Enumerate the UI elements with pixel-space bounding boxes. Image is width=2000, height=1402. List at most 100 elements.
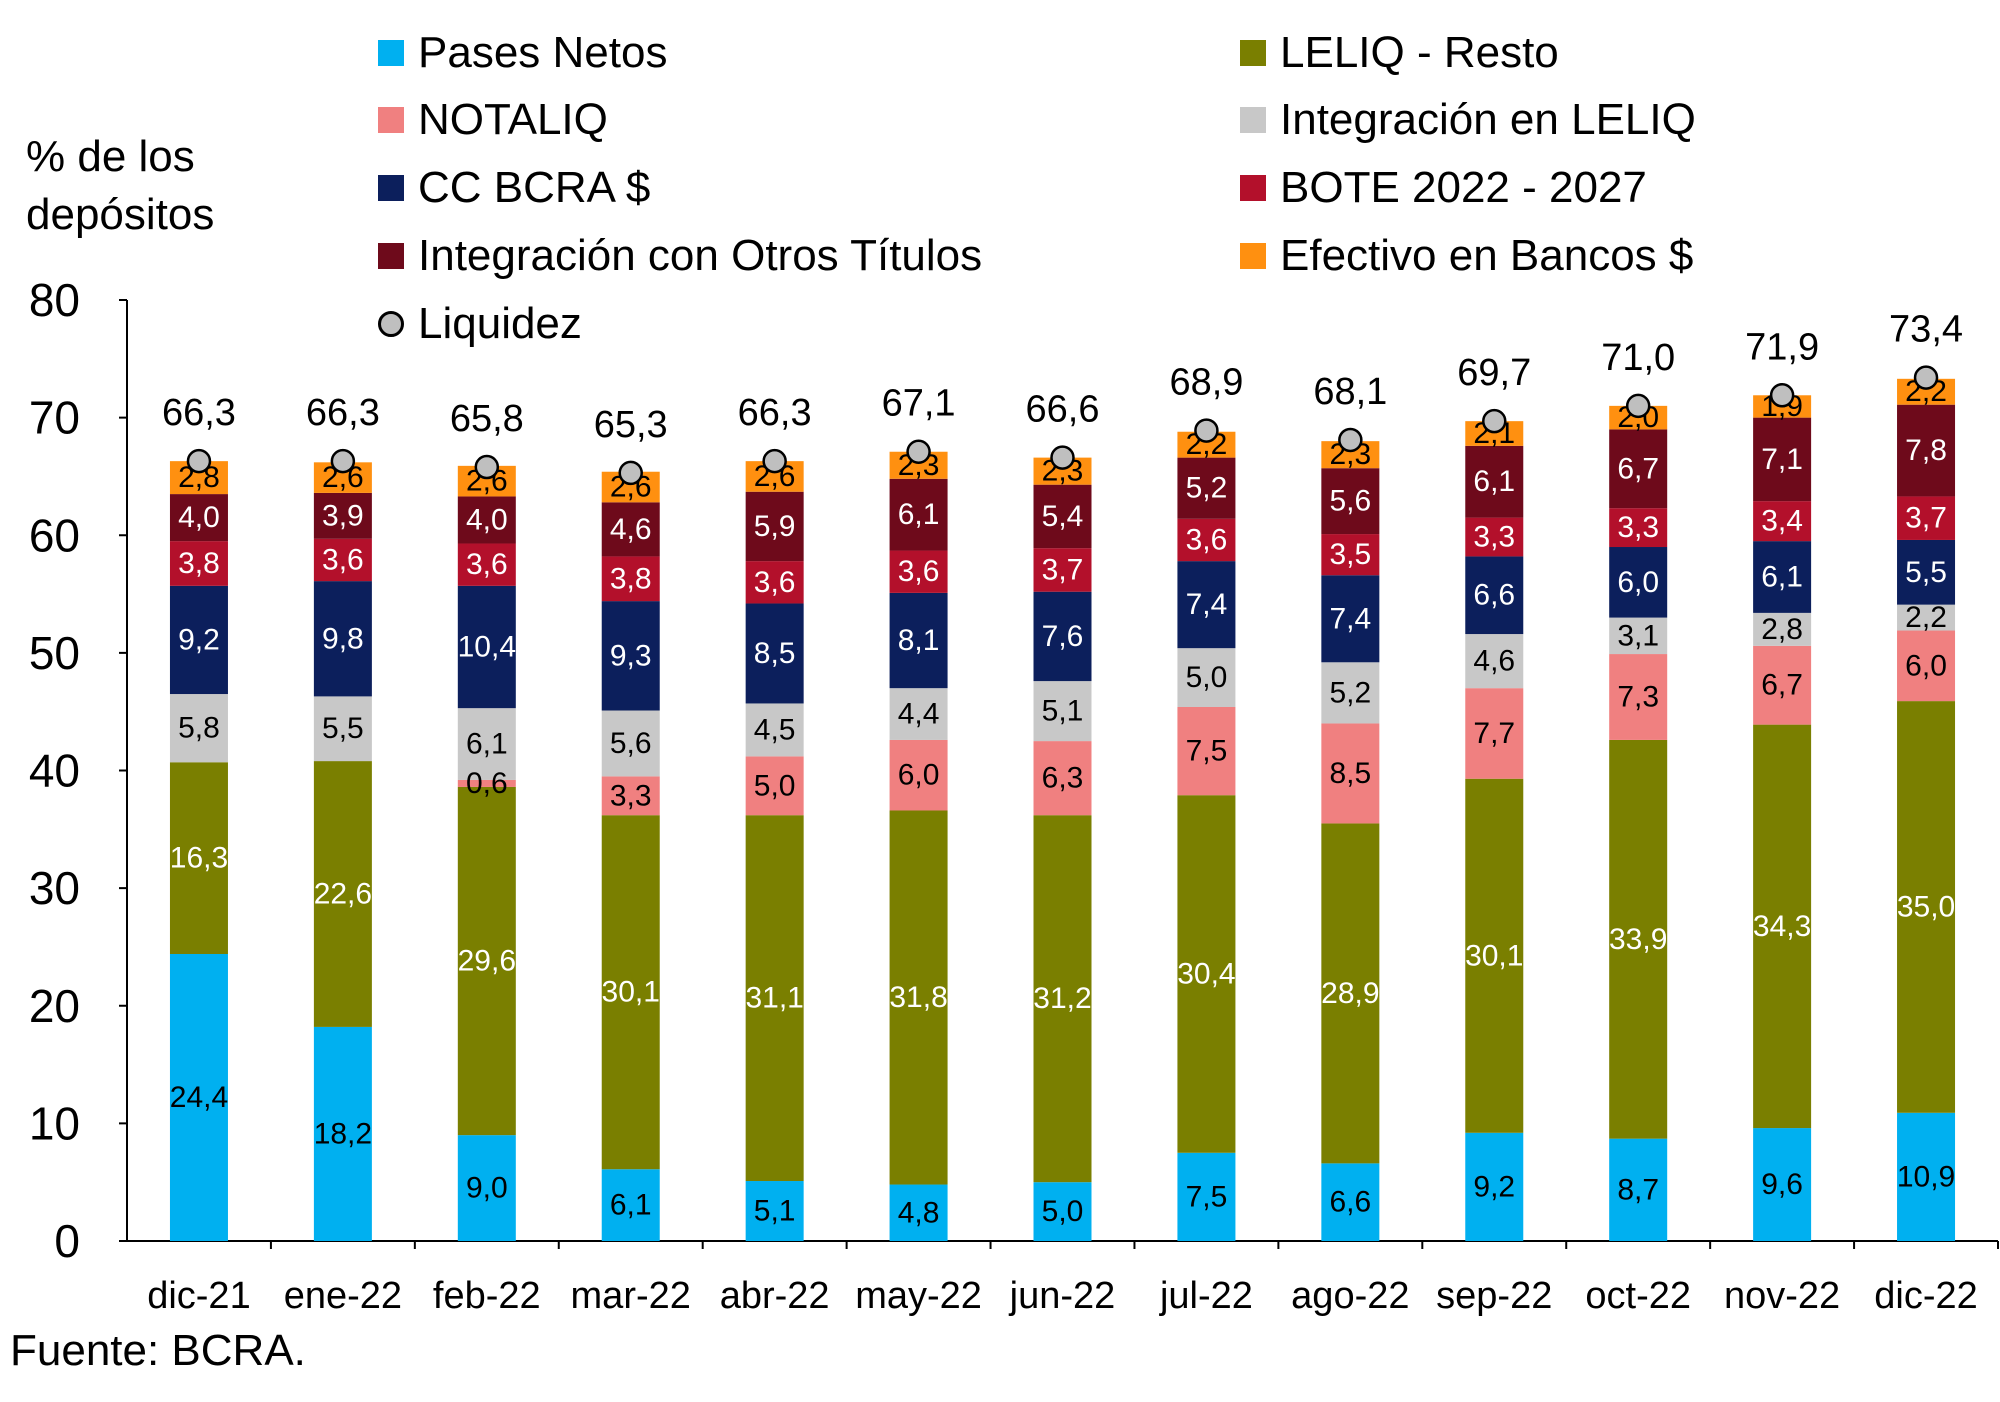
bar-segment: [1177, 457, 1236, 519]
bar-segment: [1465, 445, 1524, 518]
bar-segment: [889, 739, 948, 811]
bar-segment: [889, 592, 948, 689]
bar-segment: [1465, 517, 1524, 557]
bar-value-label: 6,0: [1905, 649, 1947, 682]
bar-value-label: 5,2: [1329, 676, 1371, 709]
bar-value-label: 33,9: [1609, 923, 1667, 956]
y-tick-label: 30: [29, 862, 80, 914]
y-tick-label: 20: [29, 980, 80, 1032]
bar-segment: [169, 494, 228, 542]
legend-item-leliq-resto: LELIQ - Resto: [1240, 25, 1559, 81]
liquidez-label: 68,1: [1313, 371, 1387, 413]
bar-value-label: 3,3: [1473, 521, 1515, 554]
bar-value-label: 9,3: [610, 639, 652, 672]
bar-segment: [1033, 815, 1092, 1183]
bar-segment: [457, 585, 516, 709]
bar-segment: [745, 491, 804, 562]
legend-item-efectivo: Efectivo en Bancos $: [1240, 228, 1693, 284]
bar-segment: [601, 601, 660, 711]
bar-value-label: 7,8: [1905, 434, 1947, 467]
bar-value-label: 9,8: [322, 622, 364, 655]
bar-value-label: 5,1: [1042, 695, 1084, 728]
x-tick-label: dic-22: [1874, 1275, 1978, 1317]
bar-value-label: 22,6: [314, 878, 372, 911]
bar-segment: [1033, 591, 1092, 682]
y-tick-label: 0: [54, 1215, 80, 1267]
bar-value-label: 4,6: [610, 513, 652, 546]
bar-segment: [601, 776, 660, 816]
legend-item-pases-netos: Pases Netos: [378, 25, 667, 81]
bar-segment: [1897, 604, 1956, 631]
y-tick-label: 60: [29, 509, 80, 561]
liquidez-marker: [1050, 445, 1075, 470]
bar-value-label: 5,5: [1905, 556, 1947, 589]
bar-value-label: 5,0: [1042, 1195, 1084, 1228]
bar-value-label: 4,0: [466, 503, 508, 536]
bar-value-label: 3,6: [466, 548, 508, 581]
y-tick-label: 40: [29, 745, 80, 797]
x-tick-label: sep-22: [1436, 1275, 1552, 1317]
legend-swatch: [1240, 175, 1266, 201]
bar-value-label: 7,5: [1186, 735, 1228, 768]
bar-segment: [1033, 484, 1092, 549]
y-axis-label: % de los depósitos: [26, 132, 215, 239]
bar-segment: [313, 538, 372, 582]
bar-value-label: 9,2: [1473, 1170, 1515, 1203]
source-note: Fuente: BCRA.: [10, 1326, 306, 1375]
bar-value-label: 6,1: [1761, 561, 1803, 594]
bar-segment: [1753, 645, 1812, 725]
legend-marker-circle: [378, 311, 404, 337]
legend-item-liquidez: Liquidez: [378, 296, 582, 352]
liquidez-label: 66,3: [162, 392, 236, 434]
legend-label: Liquidez: [418, 299, 582, 348]
bar-segment: [1177, 648, 1236, 707]
bar-segment: [457, 496, 516, 544]
liquidez-label: 66,6: [1026, 389, 1100, 431]
legend-swatch: [378, 243, 404, 269]
bar-value-label: 6,6: [1329, 1186, 1371, 1219]
bar-value-label: 28,9: [1321, 977, 1379, 1010]
bar-segment: [1033, 548, 1092, 592]
bar-segment: [1753, 417, 1812, 502]
x-tick-label: ene-22: [284, 1275, 402, 1317]
legend-item-bote: BOTE 2022 - 2027: [1240, 160, 1647, 216]
liquidez-marker: [1625, 393, 1651, 419]
legend-label: CC BCRA $: [418, 163, 651, 212]
liquidez-marker: [1194, 418, 1219, 443]
liquidez-marker: [906, 439, 931, 464]
y-tick-label: 70: [29, 392, 80, 444]
bar-value-label: 5,6: [1329, 485, 1371, 518]
bar-segment: [1321, 823, 1380, 1164]
bar-segment: [1753, 501, 1812, 542]
bar-value-label: 16,3: [170, 842, 228, 875]
bar-value-label: 6,0: [898, 759, 940, 792]
bar-segment: [745, 756, 804, 816]
bar-value-label: 7,3: [1617, 680, 1659, 713]
liquidez-marker: [330, 448, 356, 474]
liquidez-marker: [474, 454, 500, 480]
bar-value-label: 7,1: [1761, 443, 1803, 476]
liquidez-marker: [1769, 383, 1795, 408]
bar-segment: [1321, 468, 1380, 535]
liquidez-label: 67,1: [882, 383, 956, 425]
bar-value-label: 31,8: [889, 981, 947, 1014]
legend-label: LELIQ - Resto: [1280, 28, 1559, 77]
legend-label: Integración con Otros Títulos: [418, 231, 983, 280]
bar-segment: [457, 786, 516, 1136]
bar-segment: [1321, 534, 1380, 576]
bar-value-label: 4,5: [754, 713, 796, 746]
bar-segment: [1321, 662, 1380, 724]
bar-value-label: 3,5: [1329, 538, 1371, 571]
liquidez-label: 66,3: [306, 392, 380, 434]
bar-value-label: 18,2: [314, 1117, 372, 1150]
bar-value-label: 0,6: [466, 767, 508, 800]
legend-item-notaliq: NOTALIQ: [378, 92, 608, 148]
bar-segment: [1609, 739, 1668, 1139]
bar-segment: [745, 703, 804, 757]
legend-swatch: [378, 107, 404, 133]
x-tick-label: feb-22: [433, 1275, 541, 1317]
bar-segment: [601, 502, 660, 557]
liquidez-label: 66,3: [738, 392, 812, 434]
liquidez-label: 73,4: [1889, 309, 1963, 351]
x-tick-label: dic-21: [147, 1275, 251, 1317]
